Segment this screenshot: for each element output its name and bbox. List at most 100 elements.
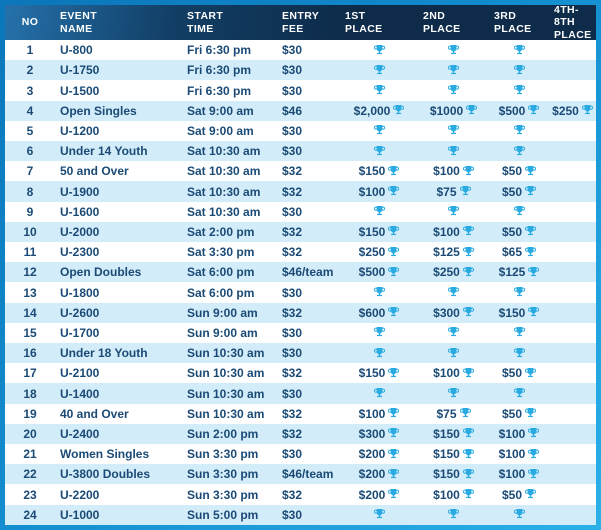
event-name: U-1600 (60, 204, 100, 219)
event-number: 15 (23, 325, 37, 340)
start-time: Sun 3:30 pm (187, 487, 259, 502)
trophy-icon (528, 307, 540, 318)
fourth-to-eighth-place-prize (549, 60, 596, 80)
fourth-to-eighth-place-prize (549, 505, 596, 525)
third-place-prize (489, 323, 549, 343)
column-header-label: 4TH-8TH (554, 3, 579, 29)
column-header-label: PLACE (554, 28, 592, 41)
entry-fee: $30 (282, 144, 303, 159)
start-time: Sun 9:00 am (187, 325, 258, 340)
trophy-icon (525, 246, 537, 258)
first-place-prize: $200 (340, 444, 418, 464)
third-place-prize (489, 282, 549, 302)
prize-amount: $500 (498, 103, 526, 118)
table-row: 6 Under 14 Youth Sat 10:30 am $30 (5, 141, 596, 162)
trophy-icon (448, 388, 459, 399)
first-place-prize: $2,000 (340, 101, 418, 121)
trophy-icon (528, 428, 540, 439)
event-name: U-2200 (60, 487, 100, 502)
entry-fee: $30 (282, 386, 303, 401)
trophy-icon (448, 287, 459, 298)
prize-amount: $200 (358, 487, 386, 502)
trophy-icon (513, 85, 525, 96)
fourth-to-eighth-place-prize (549, 242, 596, 262)
prize-amount: $2,000 (353, 103, 391, 118)
entry-fee: $32 (282, 164, 303, 179)
event-name: U-1400 (60, 386, 100, 401)
entry-fee: $46/team (282, 265, 334, 280)
column-header-label: 3RD (494, 10, 517, 23)
start-time: Sat 9:00 am (187, 123, 254, 138)
table-row: 10 U-2000 Sat 2:00 pm $32 $150 $100 $50 (5, 221, 596, 243)
column-header-label: EVENT (60, 10, 98, 23)
third-place-prize: $50 (489, 404, 549, 424)
prize-amount: $50 (501, 406, 523, 421)
second-place-prize (418, 202, 489, 222)
prize-amount: $150 (433, 426, 460, 441)
fourth-to-eighth-place-prize (549, 181, 596, 201)
trophy-icon (373, 44, 385, 56)
table-row: 3 U-1500 Fri 6:30 pm $30 (5, 80, 596, 100)
prize-amount: $100 (433, 487, 460, 502)
table-row: 4 Open Singles Sat 9:00 am $46 $2,000 $1000 $5… (5, 100, 596, 121)
trophy-icon (448, 347, 459, 359)
event-name: Open Singles (60, 103, 137, 118)
trophy-icon (448, 64, 459, 76)
trophy-icon (528, 266, 540, 278)
event-number: 10 (23, 224, 37, 239)
third-place-prize: $150 (489, 303, 549, 323)
entry-fee: $30 (282, 83, 303, 98)
third-place-prize (489, 505, 549, 525)
second-place-prize: $100 (418, 484, 489, 504)
event-name: U-1200 (60, 123, 100, 138)
trophy-icon (388, 428, 400, 439)
start-time: Sun 3:30 pm (187, 447, 259, 462)
trophy-icon (388, 246, 400, 258)
trophy-icon (528, 448, 540, 460)
fourth-to-eighth-place-prize (549, 222, 596, 242)
event-name: U-2300 (60, 245, 100, 260)
event-name: U-1000 (60, 507, 100, 522)
prize-amount: $100 (498, 426, 526, 441)
trophy-icon (388, 448, 400, 460)
start-time: Sat 10:30 am (187, 144, 261, 159)
event-name: 40 and Over (60, 406, 129, 421)
third-place-prize: $50 (489, 484, 549, 504)
prize-amount: $150 (498, 305, 526, 320)
event-name: U-1900 (60, 184, 100, 199)
table-row: 13 U-1800 Sat 6:00 pm $30 (5, 282, 596, 302)
trophy-icon (462, 367, 474, 379)
second-place-prize: $150 (418, 424, 489, 444)
entry-fee: $32 (282, 426, 303, 441)
trophy-icon (462, 266, 474, 278)
entry-fee: $30 (282, 43, 303, 58)
first-place-prize: $100 (340, 181, 418, 201)
first-place-prize (340, 80, 418, 100)
trophy-icon (373, 509, 385, 520)
trophy-icon (462, 226, 474, 237)
second-place-prize (418, 282, 489, 302)
prize-amount: $100 (498, 467, 526, 482)
start-time: Sun 5:00 pm (187, 507, 259, 522)
trophy-icon (373, 327, 385, 338)
start-time: Sat 10:30 am (187, 204, 261, 219)
trophy-icon (525, 186, 537, 197)
column-header-label: NO (21, 16, 39, 29)
trophy-icon (513, 287, 525, 298)
third-place-prize: $100 (489, 424, 549, 444)
event-name: Under 18 Youth (60, 346, 148, 361)
trophy-icon (462, 165, 474, 177)
prize-amount: $125 (498, 265, 526, 280)
trophy-icon (466, 105, 478, 116)
table-body-wrapper: NO EVENT NAME START TIME ENTRY FEE 1ST P… (5, 3, 596, 525)
third-place-prize: $50 (489, 161, 549, 181)
trophy-icon (462, 489, 474, 500)
column-header-label: FEE (282, 22, 304, 35)
trophy-icon (388, 165, 400, 177)
event-name: U-3800 Doubles (60, 467, 151, 482)
first-place-prize: $100 (340, 404, 418, 424)
third-place-prize: $50 (489, 363, 549, 383)
trophy-icon (528, 468, 540, 480)
trophy-icon (525, 408, 537, 419)
second-place-prize (418, 60, 489, 80)
